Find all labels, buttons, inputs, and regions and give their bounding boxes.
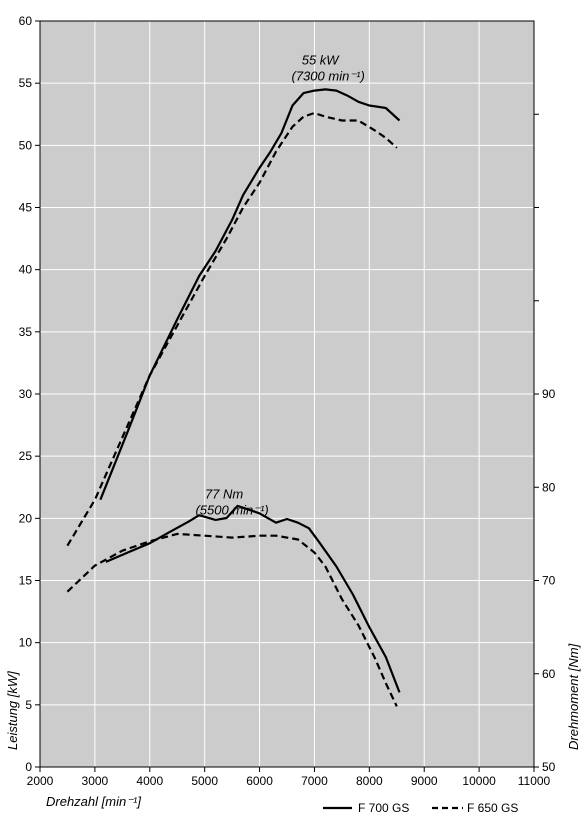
annotation-value: 77 Nm: [205, 486, 243, 501]
x-tick-label: 4000: [136, 774, 163, 788]
series-line-torque-f650gs: [66, 532, 398, 707]
annotation-rpm: (7300 min⁻¹): [292, 69, 365, 84]
annotation: 77 Nm (5500 min⁻¹): [195, 486, 268, 517]
right-tick-label: 80: [542, 480, 556, 494]
x-tick-label: 5000: [191, 774, 218, 788]
annotation-value: 55 kW: [302, 53, 341, 68]
x-tick-label: 7000: [301, 774, 328, 788]
right-axis-label: Drehmoment [Nm]: [566, 643, 581, 750]
legend: F 700 GS F 650 GS: [323, 801, 518, 815]
x-tick-label: 2000: [27, 774, 54, 788]
right-tick-label: 60: [542, 667, 556, 681]
left-tick-label: 25: [19, 449, 33, 463]
series-layer: [66, 88, 401, 707]
left-tick-label: 30: [19, 387, 33, 401]
left-tick-label: 55: [19, 76, 33, 90]
left-tick-label: 20: [19, 511, 33, 525]
legend-label-dashed: F 650 GS: [467, 801, 518, 815]
annotation-rpm: (5500 min⁻¹): [195, 502, 268, 517]
right-axis-ticks: 50 60 70 80 90: [534, 113, 556, 774]
gridlines: [40, 21, 534, 767]
left-tick-label: 0: [25, 760, 32, 774]
left-tick-label: 35: [19, 325, 33, 339]
left-tick-label: 5: [25, 698, 32, 712]
x-tick-label: 10000: [462, 774, 496, 788]
x-axis-label: Drehzahl [min⁻¹]: [46, 794, 141, 809]
right-tick-label: 90: [542, 387, 556, 401]
x-tick-label: 9000: [411, 774, 438, 788]
left-axis-ticks: 0 5 10 15 20 25 30 35 40 45 50 55 60: [19, 14, 40, 774]
annotation: 55 kW (7300 min⁻¹): [292, 53, 365, 84]
right-tick-label: 50: [542, 760, 556, 774]
x-axis-ticks: 2000 3000 4000 5000 6000 7000 8000 9000 10000 110…: [27, 767, 551, 788]
left-tick-label: 60: [19, 14, 33, 28]
series-line-power-f700gs: [99, 88, 401, 501]
left-tick-label: 50: [19, 138, 33, 152]
left-tick-label: 45: [19, 201, 33, 215]
left-tick-label: 40: [19, 263, 33, 277]
left-axis-label: Leistung [kW]: [5, 671, 20, 750]
x-tick-label: 8000: [356, 774, 383, 788]
x-tick-label: 6000: [246, 774, 273, 788]
series-line-torque-f700gs: [105, 504, 401, 693]
legend-label-solid: F 700 GS: [358, 801, 409, 815]
left-tick-label: 10: [19, 636, 33, 650]
x-tick-label: 11000: [518, 774, 551, 788]
right-tick-label: 70: [542, 574, 556, 588]
series-line-power-f650gs: [66, 111, 398, 547]
annotations: 55 kW (7300 min⁻¹) 77 Nm (5500 min⁻¹): [195, 53, 364, 518]
left-tick-label: 15: [19, 574, 33, 588]
x-tick-label: 3000: [82, 774, 109, 788]
